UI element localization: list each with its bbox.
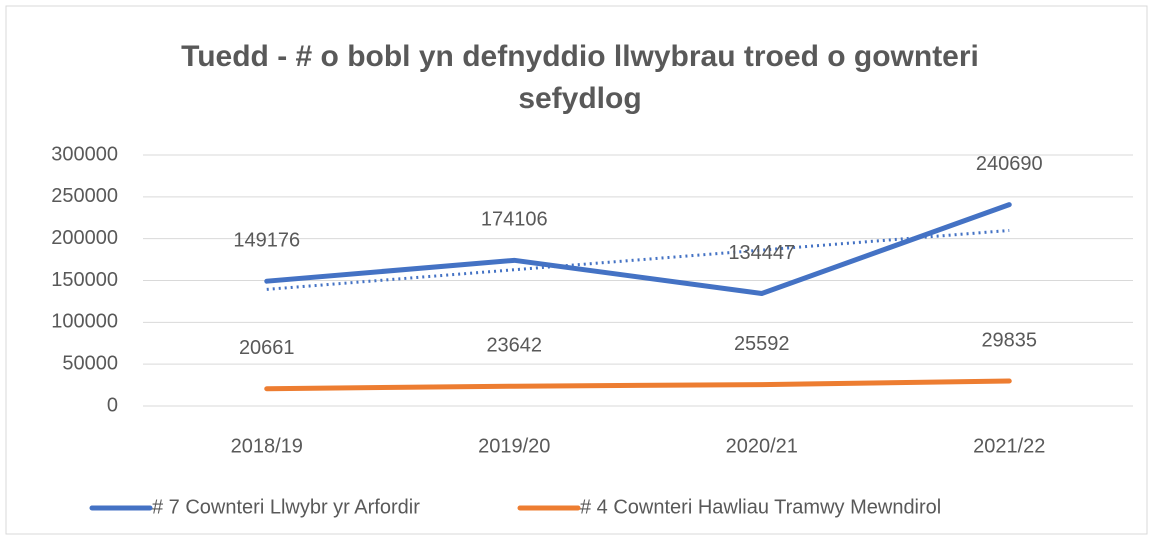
- y-tick-label: 200000: [51, 227, 118, 249]
- y-tick-label: 250000: [51, 185, 118, 207]
- y-tick-label: 300000: [51, 143, 118, 165]
- data-label: 240690: [976, 153, 1043, 175]
- data-label: 149176: [233, 229, 300, 251]
- trendline: [266, 228, 1010, 291]
- data-label: 174106: [481, 209, 548, 231]
- data-label: 20661: [239, 337, 295, 359]
- series-line: [264, 202, 1012, 297]
- y-tick-label: 150000: [51, 269, 118, 291]
- y-tick-label: 100000: [51, 311, 118, 333]
- x-tick-label: 2021/22: [973, 435, 1045, 457]
- data-label: 25592: [734, 333, 790, 355]
- y-tick-label: 50000: [62, 352, 118, 374]
- series-line: [264, 378, 1012, 392]
- x-tick-label: 2019/20: [478, 435, 550, 457]
- legend-label: # 7 Cownteri Llwybr yr Arfordir: [152, 496, 420, 518]
- chart-title: Tuedd - # o bobl yn defnyddio llwybrau t…: [181, 40, 979, 115]
- y-tick-label: 0: [107, 394, 118, 416]
- x-tick-label: 2018/19: [231, 435, 303, 457]
- data-label: 23642: [486, 335, 542, 357]
- data-label: 134447: [728, 242, 795, 264]
- legend-label: # 4 Cownteri Hawliau Tramwy Mewndirol: [580, 496, 941, 518]
- data-label: 29835: [981, 329, 1037, 351]
- x-tick-label: 2020/21: [726, 435, 798, 457]
